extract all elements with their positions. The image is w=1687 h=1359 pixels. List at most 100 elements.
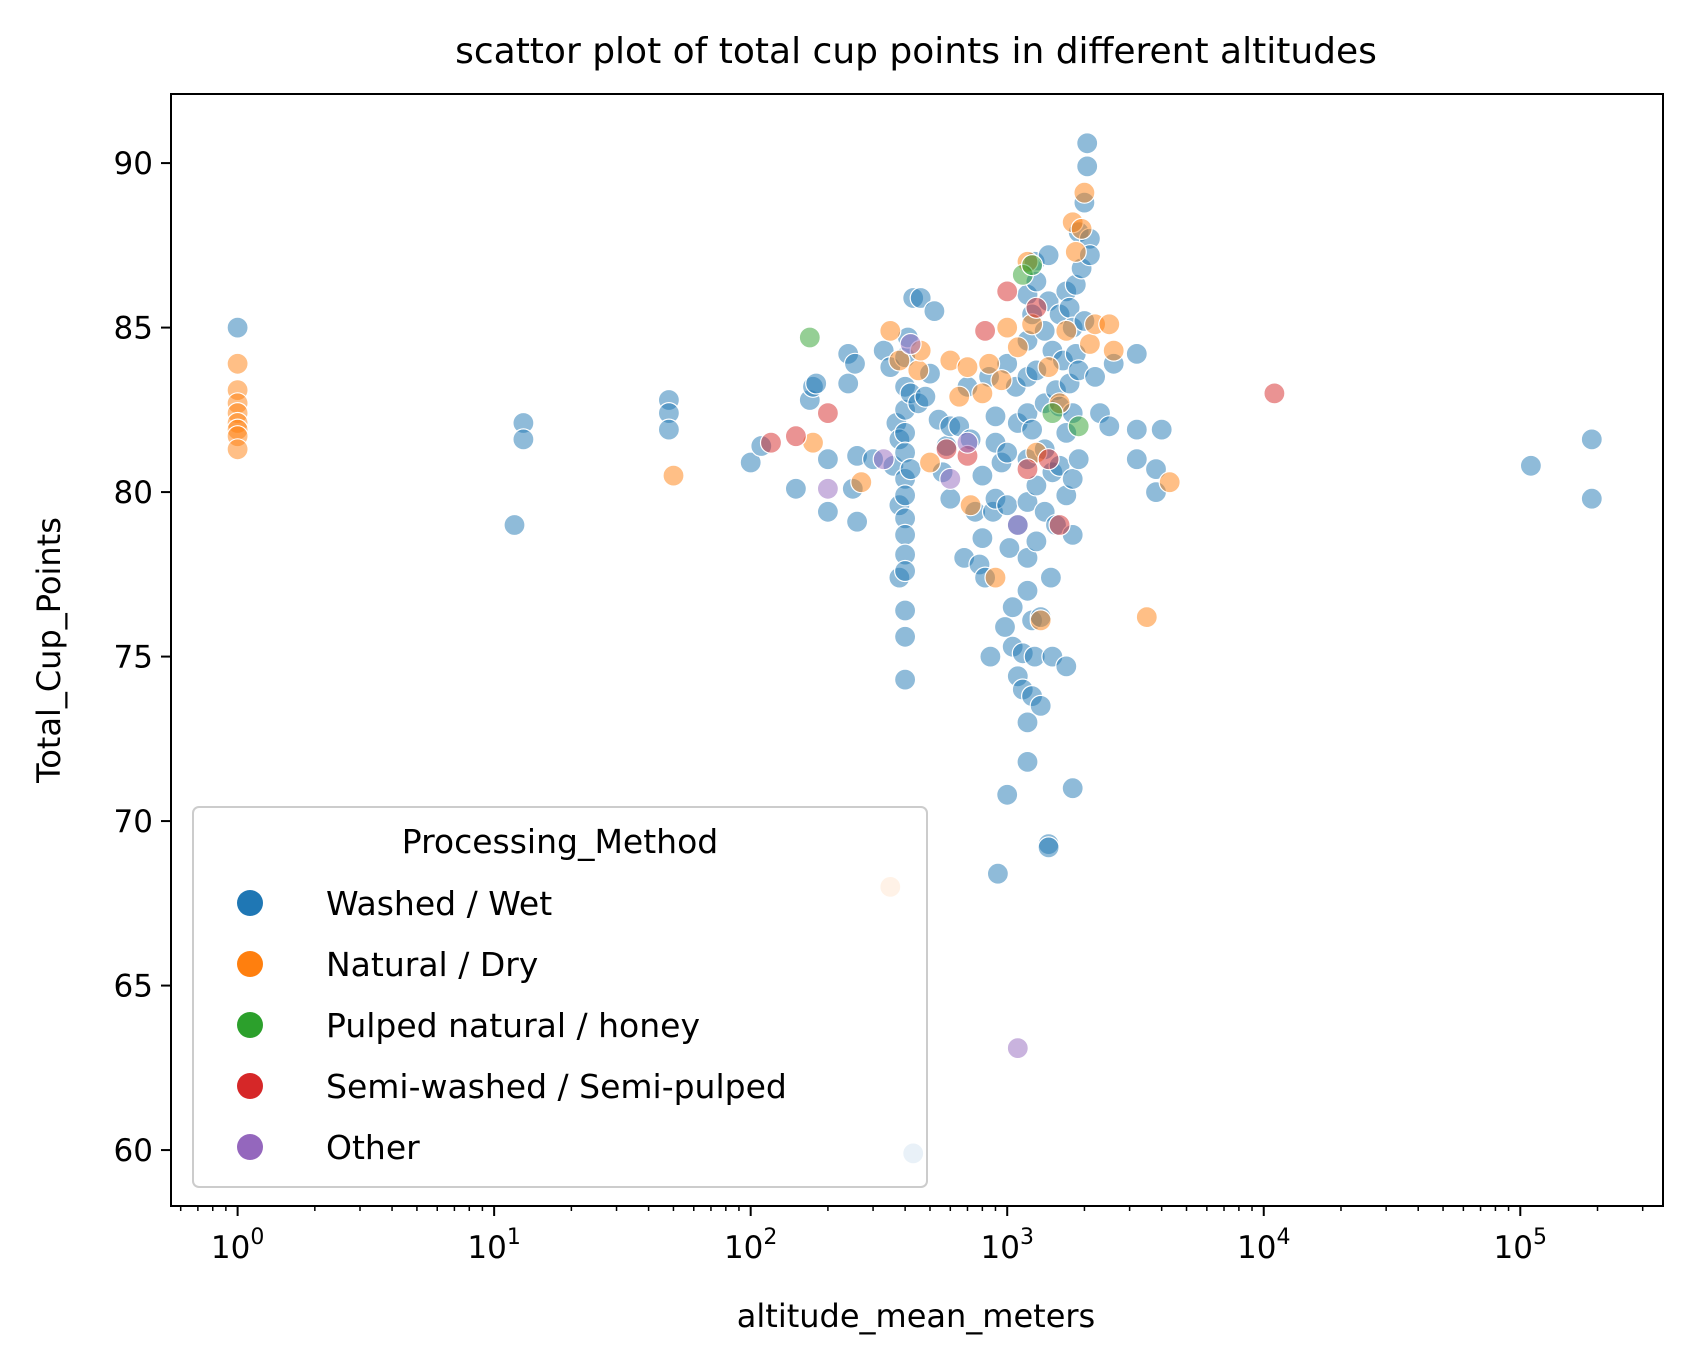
legend-marker <box>237 1134 263 1160</box>
data-point <box>1016 458 1039 481</box>
data-point <box>1067 448 1090 471</box>
data-point <box>1067 415 1090 438</box>
legend-marker <box>237 890 263 916</box>
legend-item: Natural / Dry <box>237 945 538 984</box>
data-point <box>893 625 917 648</box>
data-point <box>909 286 932 310</box>
data-point <box>1263 382 1286 405</box>
data-point <box>1037 356 1060 379</box>
data-point <box>1025 296 1048 319</box>
data-point <box>226 352 249 375</box>
legend: Processing_Method Washed / Wet Natural / … <box>192 806 928 1188</box>
y-tick-label: 85 <box>114 311 153 347</box>
data-point <box>899 458 922 481</box>
data-point <box>990 369 1013 392</box>
data-point <box>1037 448 1060 471</box>
data-point <box>845 510 869 533</box>
y-tick-label: 90 <box>114 146 153 182</box>
y-axis-label: Total_Cup_Points <box>30 517 68 784</box>
data-point <box>1001 596 1024 619</box>
data-point <box>1061 467 1084 490</box>
data-point <box>503 513 526 537</box>
data-point <box>939 487 962 510</box>
data-point <box>1098 313 1121 336</box>
data-point <box>1020 254 1044 277</box>
data-point <box>971 526 994 550</box>
data-point <box>1016 711 1039 734</box>
data-point <box>1083 365 1107 388</box>
data-point <box>837 372 860 395</box>
data-point <box>893 523 917 547</box>
y-tick-label: 60 <box>114 1133 153 1169</box>
data-point <box>1039 566 1063 589</box>
data-point <box>918 451 942 474</box>
data-point <box>977 352 1001 375</box>
data-point <box>1037 244 1060 267</box>
data-point <box>893 421 917 444</box>
legend-box <box>192 806 928 1188</box>
data-point <box>1519 454 1543 477</box>
legend-label: Semi-washed / Semi-pulped <box>326 1067 787 1106</box>
data-point <box>1102 339 1125 362</box>
legend-label: Other <box>326 1128 420 1167</box>
legend-item: Pulped natural / honey <box>237 1006 700 1045</box>
data-point <box>893 668 917 691</box>
data-point <box>1158 471 1181 494</box>
legend-items: Washed / Wet Natural / Dry Pulped natural … <box>237 884 787 1167</box>
data-point <box>899 332 922 356</box>
legend-item: Other <box>237 1128 420 1167</box>
data-point <box>798 326 821 349</box>
data-point <box>1016 750 1039 774</box>
data-point <box>971 382 994 405</box>
points-layer <box>226 132 1603 1165</box>
data-point <box>996 280 1019 303</box>
data-point <box>1006 513 1029 537</box>
chart-title: scattor plot of total cup points in diff… <box>455 31 1377 72</box>
data-point <box>1073 181 1096 204</box>
data-point <box>872 448 895 471</box>
data-point <box>1064 240 1087 263</box>
data-point <box>739 451 762 474</box>
data-point <box>984 405 1007 428</box>
data-point <box>893 599 917 622</box>
data-point <box>893 484 917 507</box>
data-point <box>662 464 685 487</box>
legend-label: Natural / Dry <box>326 945 538 984</box>
data-point <box>1098 415 1121 438</box>
x-tick-label: 100 <box>211 1225 264 1266</box>
data-point <box>888 349 911 372</box>
data-point <box>816 500 840 523</box>
legend-item: Washed / Wet <box>237 884 552 923</box>
data-point <box>1125 448 1148 471</box>
data-point <box>1135 605 1158 629</box>
x-tick-label: 104 <box>1237 1225 1290 1266</box>
x-axis-label: altitude_mean_meters <box>737 1297 1095 1335</box>
x-tick-label: 101 <box>467 1225 520 1266</box>
data-point <box>1020 418 1044 441</box>
data-point <box>843 352 867 375</box>
data-point <box>907 359 930 382</box>
data-point <box>1006 1036 1029 1060</box>
data-point <box>1016 579 1039 602</box>
legend-label: Washed / Wet <box>326 884 552 923</box>
data-point <box>805 372 828 395</box>
data-point <box>850 471 873 494</box>
x-tick-label: 103 <box>980 1225 1033 1266</box>
data-point <box>759 431 783 454</box>
data-point <box>1006 336 1029 359</box>
data-point <box>939 467 962 490</box>
data-point <box>1048 513 1071 537</box>
y-tick-label: 65 <box>114 969 153 1005</box>
data-point <box>1076 132 1099 155</box>
data-point <box>879 319 902 342</box>
data-point <box>1055 655 1078 678</box>
data-point <box>996 494 1019 517</box>
legend-item: Semi-washed / Semi-pulped <box>237 1067 787 1106</box>
data-point <box>959 494 982 517</box>
data-point <box>996 316 1019 339</box>
data-point <box>1029 609 1052 632</box>
data-point <box>948 385 971 408</box>
plot-frame <box>170 93 1664 1207</box>
data-point <box>914 385 937 408</box>
data-point <box>1125 342 1148 365</box>
